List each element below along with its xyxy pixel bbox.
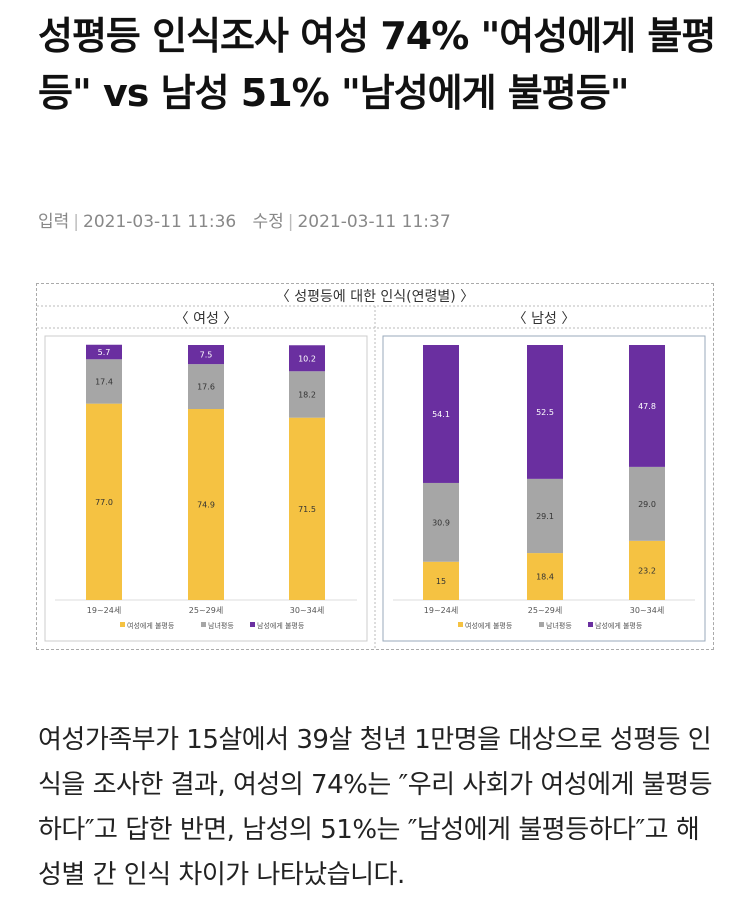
- data-label: 77.0: [95, 498, 113, 507]
- panel-men: [382, 335, 706, 642]
- data-label: 74.9: [197, 501, 215, 510]
- panel-title-men: 〈 남성 〉: [513, 311, 576, 327]
- legend-swatch: [458, 622, 463, 627]
- bar-segment: [289, 345, 325, 372]
- legend-swatch: [201, 622, 206, 627]
- bar-segment: [629, 466, 665, 541]
- bar-segment: [629, 540, 665, 600]
- data-label: 54.1: [432, 410, 450, 419]
- legend-label: 여성에게 불평등: [127, 621, 175, 630]
- legend-swatch: [250, 622, 255, 627]
- edit-time: 2021-03-11 11:37: [297, 212, 451, 232]
- bar-segment: [629, 345, 665, 467]
- data-label: 18.4: [536, 573, 554, 582]
- data-label: 18.2: [298, 390, 316, 399]
- data-label: 47.8: [638, 402, 656, 411]
- legend-label: 남녀평등: [208, 621, 234, 630]
- legend-label: 여성에게 불평등: [465, 621, 513, 630]
- data-label: 17.6: [197, 383, 215, 392]
- data-label: 23.2: [638, 566, 656, 575]
- data-label: 29.1: [536, 512, 554, 521]
- bar-segment: [188, 364, 224, 410]
- x-tick-label: 25~29세: [189, 606, 223, 615]
- legend-label: 남성에게 불평등: [595, 621, 643, 630]
- bar-segment: [527, 553, 563, 600]
- article-body: 여성가족부가 15살에서 39살 청년 1만명을 대상으로 성평등 인식을 조사…: [38, 725, 713, 890]
- input-time: 2021-03-11 11:36: [83, 212, 237, 232]
- data-label: 52.5: [536, 408, 554, 417]
- bar-segment: [289, 371, 325, 418]
- legend-swatch: [539, 622, 544, 627]
- bar-segment: [289, 417, 325, 600]
- data-label: 71.5: [298, 505, 316, 514]
- bar-segment: [423, 482, 459, 562]
- article-title: 성평등 인식조사 여성 74% "여성에게 불평등" vs 남성 51% "남성…: [38, 14, 716, 115]
- legend-label: 남성에게 불평등: [257, 621, 305, 630]
- legend-swatch: [120, 622, 125, 627]
- bar-segment: [86, 359, 122, 404]
- input-label: 입력: [38, 212, 70, 232]
- data-label: 10.2: [298, 354, 316, 363]
- bar-segment: [423, 561, 459, 600]
- bar-segment: [86, 344, 122, 360]
- bar-segment: [527, 478, 563, 554]
- bar-segment: [86, 403, 122, 600]
- x-tick-label: 25~29세: [528, 606, 562, 615]
- x-tick-label: 19~24세: [424, 606, 458, 615]
- x-tick-label: 30~34세: [630, 606, 664, 615]
- data-label: 7.5: [200, 351, 213, 360]
- legend-swatch: [588, 622, 593, 627]
- bar-segment: [527, 345, 563, 479]
- article-meta: 입력 | 2021-03-11 11:36 수정 | 2021-03-11 11:37: [38, 212, 451, 232]
- x-tick-label: 19~24세: [87, 606, 121, 615]
- chart-title: 〈 성평등에 대한 인식(연령별) 〉: [276, 289, 474, 305]
- data-label: 17.4: [95, 377, 113, 386]
- data-label: 29.0: [638, 500, 656, 509]
- data-label: 5.7: [98, 348, 111, 357]
- data-label: 15: [436, 577, 446, 586]
- chart-figure: 〈 성평등에 대한 인식(연령별) 〉 〈 여성 〉 〈 남성 〉 77.0 17…: [36, 283, 714, 650]
- data-label: 30.9: [432, 518, 450, 527]
- panel-women: [44, 335, 368, 642]
- panel-title-women: 〈 여성 〉: [175, 311, 238, 327]
- bar-segment: [188, 409, 224, 600]
- edit-label: 수정: [252, 212, 284, 232]
- bar-segment: [423, 345, 459, 483]
- legend-label: 남녀평등: [546, 621, 572, 630]
- chart-svg: 〈 성평등에 대한 인식(연령별) 〉 〈 여성 〉 〈 남성 〉 77.0 17…: [37, 289, 713, 649]
- bar-segment: [188, 345, 224, 365]
- x-tick-label: 30~34세: [290, 606, 324, 615]
